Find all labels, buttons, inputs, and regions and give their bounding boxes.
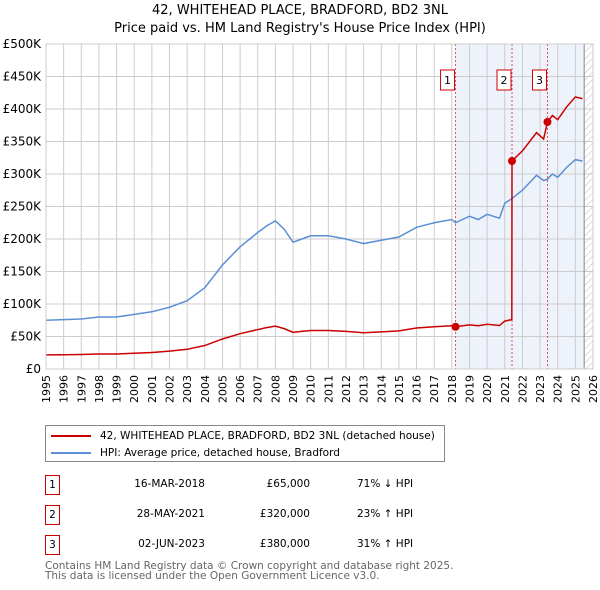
x-tick-label: 2010 bbox=[305, 375, 318, 403]
sale-date: 02-JUN-2023 bbox=[138, 538, 205, 550]
x-tick-label: 1999 bbox=[111, 375, 124, 403]
x-tick-label: 2006 bbox=[234, 375, 247, 403]
series-line bbox=[45, 158, 583, 321]
series-line bbox=[45, 96, 583, 356]
legend-label: 42, WHITEHEAD PLACE, BRADFORD, BD2 3NL (… bbox=[100, 430, 435, 442]
x-tick-label: 2011 bbox=[322, 375, 335, 403]
sale-label: 2 bbox=[501, 74, 508, 87]
x-tick-label: 2001 bbox=[146, 375, 159, 403]
legend-item-property: 42, WHITEHEAD PLACE, BRADFORD, BD2 3NL (… bbox=[51, 428, 435, 444]
x-tick-label: 2018 bbox=[446, 375, 459, 403]
y-tick-label: £350K bbox=[3, 135, 43, 149]
legend-swatch bbox=[51, 435, 91, 437]
sale-date: 28-MAY-2021 bbox=[136, 508, 205, 520]
x-tick-label: 2019 bbox=[463, 375, 476, 403]
y-tick-label: £50K bbox=[10, 330, 42, 344]
x-tick-label: 2024 bbox=[552, 375, 565, 403]
x-tick-label: 2012 bbox=[340, 375, 353, 403]
sale-label-box bbox=[496, 69, 512, 91]
sale-marker-badge: 1 bbox=[45, 475, 60, 495]
sale-label: 1 bbox=[444, 74, 451, 87]
sale-point bbox=[451, 322, 460, 331]
y-tick-label: £250K bbox=[3, 200, 43, 214]
x-tick-label: 2016 bbox=[411, 375, 424, 403]
x-tick-label: 2002 bbox=[164, 375, 177, 403]
sale-marker-badge: 3 bbox=[45, 535, 60, 555]
sale-date: 16-MAR-2018 bbox=[134, 478, 205, 490]
x-tick-label: 2013 bbox=[358, 375, 371, 403]
x-tick-label: 2014 bbox=[375, 375, 388, 403]
legend: 42, WHITEHEAD PLACE, BRADFORD, BD2 3NL (… bbox=[45, 425, 445, 462]
sale-row: 3 02-JUN-2023 £380,000 31% ↑ HPI bbox=[45, 535, 445, 555]
x-tick-label: 2025 bbox=[569, 375, 582, 403]
sale-hpi-diff: 71% ↓ HPI bbox=[357, 478, 414, 490]
sale-price: £320,000 bbox=[259, 508, 310, 520]
x-tick-label: 2004 bbox=[199, 375, 212, 403]
x-tick-label: 2020 bbox=[481, 375, 494, 403]
sale-hpi-diff: 23% ↑ HPI bbox=[357, 508, 414, 520]
x-tick-label: 2007 bbox=[252, 375, 265, 403]
sale-label-box bbox=[531, 69, 547, 91]
legend-swatch bbox=[51, 452, 91, 454]
sale-label: 3 bbox=[536, 74, 543, 87]
x-tick-label: 2003 bbox=[181, 375, 194, 403]
y-tick-label: £300K bbox=[3, 167, 43, 181]
plot-border bbox=[45, 43, 594, 370]
x-tick-label: 1997 bbox=[75, 375, 88, 403]
footer-license: This data is licensed under the Open Gov… bbox=[45, 570, 380, 582]
sale-row: 2 28-MAY-2021 £320,000 23% ↑ HPI bbox=[45, 505, 445, 525]
y-tick-label: £400K bbox=[3, 102, 43, 116]
y-tick-label: £500K bbox=[3, 37, 43, 51]
chart-subtitle: Price paid vs. HM Land Registry's House … bbox=[114, 21, 486, 36]
footer-copyright: Contains HM Land Registry data © Crown c… bbox=[45, 560, 454, 572]
legend-item-hpi: HPI: Average price, detached house, Brad… bbox=[51, 445, 340, 461]
x-tick-label: 2000 bbox=[128, 375, 141, 403]
sale-point bbox=[543, 118, 552, 126]
sale-price: £65,000 bbox=[266, 478, 310, 490]
y-tick-label: £100K bbox=[3, 297, 43, 311]
sale-marker-badge: 2 bbox=[45, 505, 60, 525]
y-tick-label: £450K bbox=[3, 70, 43, 84]
sale-point bbox=[508, 157, 517, 165]
y-tick-label: £0 bbox=[26, 362, 41, 376]
x-tick-label: 2022 bbox=[516, 375, 529, 403]
chart-title: 42, WHITEHEAD PLACE, BRADFORD, BD2 3NL bbox=[152, 3, 448, 18]
x-tick-label: 2008 bbox=[269, 375, 282, 403]
x-tick-label: 2026 bbox=[587, 375, 600, 403]
chart-plot: 1995 1996 1997 1998 1999 2000 2001 2002 2003 2004… bbox=[3, 37, 600, 403]
x-tick-label: 1996 bbox=[58, 375, 71, 403]
x-tick-label: 1995 bbox=[40, 375, 53, 403]
sale-hpi-diff: 31% ↑ HPI bbox=[357, 538, 414, 550]
x-tick-label: 2005 bbox=[216, 375, 229, 403]
x-tick-label: 2017 bbox=[428, 375, 441, 403]
y-tick-label: £200K bbox=[3, 232, 43, 246]
x-tick-label: 2009 bbox=[287, 375, 300, 403]
sale-row: 1 16-MAR-2018 £65,000 71% ↓ HPI bbox=[45, 475, 445, 495]
x-tick-label: 2021 bbox=[499, 375, 512, 403]
legend-label: HPI: Average price, detached house, Brad… bbox=[100, 447, 340, 459]
sale-label-box bbox=[440, 69, 456, 91]
x-tick-label: 1998 bbox=[93, 375, 106, 403]
x-tick-label: 2023 bbox=[534, 375, 547, 403]
y-tick-label: £150K bbox=[3, 265, 43, 279]
x-tick-label: 2015 bbox=[393, 375, 406, 403]
sale-price: £380,000 bbox=[259, 538, 310, 550]
